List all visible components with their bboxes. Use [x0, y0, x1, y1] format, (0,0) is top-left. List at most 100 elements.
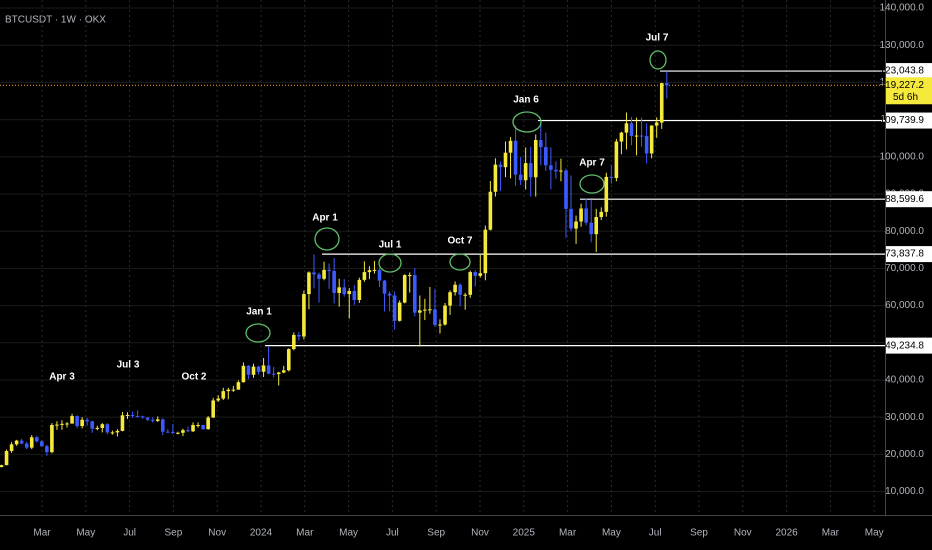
- candle-body: [523, 163, 528, 181]
- candle-body: [599, 211, 604, 218]
- candle-body: [327, 269, 331, 271]
- candle-body: [297, 334, 301, 337]
- candle-body: [357, 279, 362, 300]
- candle-body: [533, 140, 538, 178]
- candle-body: [271, 373, 276, 375]
- candle-body: [458, 284, 462, 295]
- candle-body: [559, 170, 563, 172]
- candle-body: [292, 334, 296, 350]
- candle-body: [493, 164, 498, 192]
- y-tick-label: 20,000.0: [885, 449, 924, 460]
- candle-body: [29, 437, 34, 448]
- candle-body: [317, 274, 321, 279]
- candle-body: [281, 370, 286, 373]
- candle-body: [80, 419, 84, 427]
- candle-body: [261, 365, 266, 372]
- candle-body: [518, 174, 523, 181]
- x-tick-label: May: [76, 528, 95, 539]
- candle-body: [574, 221, 578, 229]
- annotation-circle: [378, 253, 402, 273]
- candle-body: [60, 423, 64, 425]
- x-tick-label: 2024: [250, 528, 273, 539]
- candle-body: [171, 432, 175, 434]
- candle-body: [659, 83, 664, 123]
- y-tick-label: 70,000.0: [885, 263, 924, 274]
- level-label: 123,043.8: [880, 66, 925, 77]
- y-tick-label: 100,000.0: [880, 151, 925, 162]
- candle-body: [554, 169, 558, 172]
- candle-body: [614, 141, 619, 178]
- candle-body: [463, 294, 467, 296]
- candle-body: [579, 208, 583, 222]
- candle-body: [448, 292, 452, 306]
- candle-body: [65, 423, 69, 425]
- candle-body: [649, 125, 654, 154]
- annotation-circle: [314, 227, 340, 251]
- candle-body: [45, 446, 49, 453]
- candle-body: [85, 419, 89, 422]
- candle-body: [468, 272, 473, 295]
- annotation-circle: [512, 111, 542, 133]
- candle-body: [155, 419, 160, 421]
- candle-body: [312, 272, 316, 275]
- candle-body: [473, 272, 478, 276]
- candle-body: [276, 372, 281, 375]
- candle-body: [352, 291, 357, 300]
- x-tick-label: May: [602, 528, 621, 539]
- candle-body: [196, 424, 200, 426]
- candle-body: [70, 416, 74, 424]
- annotation-label: Oct 2: [181, 372, 206, 383]
- candle-body: [569, 208, 573, 229]
- annotation-label: Jan 1: [246, 307, 272, 318]
- candle-body: [256, 366, 261, 372]
- candle-body: [9, 444, 14, 452]
- y-tick-label: 140,000.0: [880, 3, 925, 14]
- candle-body: [4, 451, 9, 466]
- annotation-label: Jul 7: [646, 33, 669, 44]
- candle-body: [397, 302, 402, 321]
- x-tick-label: Mar: [296, 528, 314, 539]
- candle-body: [100, 424, 105, 428]
- candle-body: [538, 140, 543, 148]
- candle-body: [584, 208, 588, 223]
- level-label-box: [886, 112, 932, 129]
- x-tick-label: 2025: [513, 528, 536, 539]
- annotation-label: Jul 1: [379, 240, 402, 251]
- y-tick-label: 130,000.0: [880, 40, 925, 51]
- countdown: 5d 6h: [893, 92, 918, 103]
- annotation-circle: [449, 253, 471, 271]
- annotation-label: Apr 3: [49, 372, 75, 383]
- candle-body: [428, 309, 432, 311]
- candle-body: [382, 280, 387, 294]
- candle-body: [140, 416, 145, 418]
- candle-body: [564, 170, 568, 209]
- candle-body: [544, 147, 548, 166]
- annotation-label: Apr 7: [579, 158, 605, 169]
- x-tick-label: 2026: [775, 528, 798, 539]
- candle-body: [231, 389, 236, 391]
- y-tick-label: 30,000.0: [885, 412, 924, 423]
- x-tick-label: Nov: [734, 528, 752, 539]
- candle-body: [186, 430, 190, 432]
- y-tick-label: 60,000.0: [885, 300, 924, 311]
- x-tick-label: Mar: [822, 528, 840, 539]
- candle-body: [513, 140, 518, 175]
- candle-body: [19, 440, 24, 444]
- candle-body: [433, 309, 437, 325]
- candle-body: [191, 424, 195, 432]
- level-label: 88,599.6: [885, 194, 924, 205]
- x-tick-label: Jul: [386, 528, 399, 539]
- candle-body: [604, 176, 609, 212]
- candle-body: [50, 424, 54, 453]
- x-tick-label: Nov: [471, 528, 489, 539]
- candle-body: [372, 269, 377, 271]
- candle-body: [160, 419, 165, 432]
- candle-body: [24, 443, 29, 448]
- candle-body: [498, 164, 503, 168]
- y-tick-label: 80,000.0: [885, 226, 924, 237]
- candle-body: [221, 391, 226, 399]
- candle-body: [362, 272, 367, 280]
- candle-body: [503, 152, 508, 168]
- x-tick-label: Sep: [690, 528, 708, 539]
